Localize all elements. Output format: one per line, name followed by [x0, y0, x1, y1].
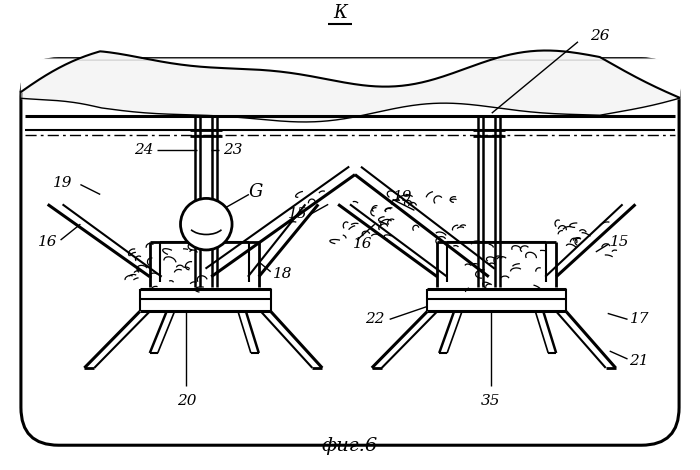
- Text: 22: 22: [365, 313, 385, 326]
- Text: 15: 15: [288, 207, 307, 221]
- Text: 24: 24: [134, 143, 154, 157]
- Text: 35: 35: [481, 394, 500, 407]
- Text: G: G: [249, 183, 263, 202]
- Text: 16: 16: [38, 235, 57, 249]
- Text: 23: 23: [223, 143, 243, 157]
- Text: К: К: [333, 4, 347, 22]
- Text: 15: 15: [610, 235, 629, 249]
- Text: 16: 16: [353, 237, 372, 251]
- Text: 21: 21: [629, 354, 649, 368]
- Circle shape: [181, 198, 232, 250]
- Text: 19: 19: [393, 190, 412, 204]
- Text: 20: 20: [176, 394, 196, 407]
- FancyBboxPatch shape: [21, 59, 679, 445]
- Text: 26: 26: [590, 29, 610, 43]
- Text: фиг.6: фиг.6: [322, 437, 378, 455]
- Text: 17: 17: [629, 313, 649, 326]
- Text: 19: 19: [53, 176, 73, 189]
- Text: 18: 18: [273, 267, 292, 281]
